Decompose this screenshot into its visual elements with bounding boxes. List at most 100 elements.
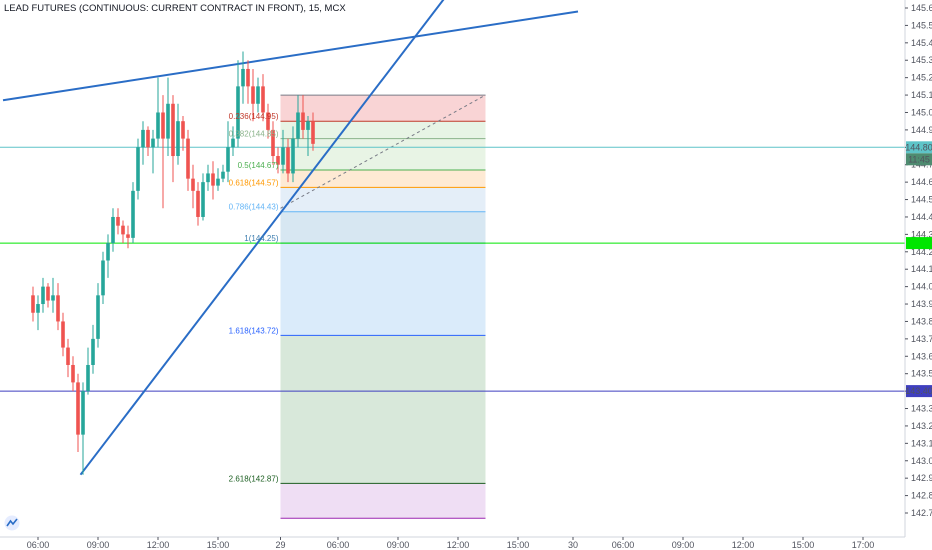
candle[interactable]: [101, 251, 105, 305]
candle[interactable]: [131, 182, 135, 244]
fib-zone-1: [280, 211, 486, 244]
candle[interactable]: [161, 95, 165, 209]
candle[interactable]: [181, 115, 185, 151]
candle[interactable]: [231, 126, 235, 157]
candle-body: [176, 121, 180, 157]
tradingview-logo-icon[interactable]: [4, 515, 20, 531]
candle-body: [181, 121, 185, 139]
candle[interactable]: [241, 51, 245, 104]
x-tick-label: 06:00: [612, 540, 635, 550]
candle-body: [106, 243, 110, 261]
fib-label-1.618: 1.618(143.72): [229, 326, 279, 335]
x-tick-label: 09:00: [387, 540, 410, 550]
candle[interactable]: [216, 168, 220, 191]
candle[interactable]: [291, 126, 295, 183]
candle[interactable]: [146, 126, 150, 157]
candle[interactable]: [271, 121, 275, 165]
price-axis-labels: 144.80 143.40 11:45: [905, 141, 932, 398]
candle[interactable]: [191, 164, 195, 209]
candle[interactable]: [286, 138, 290, 183]
candle[interactable]: [186, 129, 190, 191]
candle-body: [311, 121, 315, 144]
candle[interactable]: [246, 60, 250, 104]
candle[interactable]: [91, 324, 95, 374]
candle-body: [306, 121, 310, 130]
y-tick-label: 144.30: [911, 229, 932, 239]
candle-body: [171, 103, 175, 157]
chart-title: LEAD FUTURES (CONTINUOUS: CURRENT CONTRA…: [4, 3, 346, 14]
candle[interactable]: [276, 147, 280, 174]
candle[interactable]: [261, 74, 265, 122]
candle[interactable]: [176, 103, 180, 165]
fib-level-labels: 0.236(144.95) 0.382(144.85) 0.5(144.67) 0.6…: [229, 112, 279, 483]
y-tick-label: 145.60: [911, 3, 932, 13]
x-tick-label: 12:00: [147, 540, 170, 550]
candle[interactable]: [281, 129, 285, 174]
candle[interactable]: [126, 225, 130, 249]
candle[interactable]: [136, 138, 140, 200]
candle-body: [136, 147, 140, 191]
candle[interactable]: [106, 234, 110, 278]
candle[interactable]: [46, 283, 50, 308]
candle-body: [216, 178, 220, 186]
candle[interactable]: [296, 95, 300, 148]
candle-body: [271, 129, 275, 157]
candle[interactable]: [266, 103, 270, 139]
countdown-label: 11:45: [908, 154, 930, 164]
y-tick-label: 143.60: [911, 351, 932, 361]
candle[interactable]: [156, 77, 160, 148]
candle[interactable]: [151, 129, 155, 174]
candle[interactable]: [56, 283, 60, 331]
candle[interactable]: [301, 95, 305, 139]
fib-zone-0.236: [280, 95, 486, 122]
candle-body: [206, 173, 210, 183]
candle[interactable]: [81, 382, 85, 475]
candle[interactable]: [41, 277, 45, 313]
candle[interactable]: [171, 95, 175, 183]
candle-body: [101, 260, 105, 296]
candle[interactable]: [111, 208, 115, 252]
candle[interactable]: [251, 68, 255, 122]
trend-line-0[interactable]: [2, 10, 579, 102]
candle[interactable]: [206, 164, 210, 191]
candle-series: [31, 51, 315, 475]
candle[interactable]: [66, 338, 70, 378]
candle[interactable]: [311, 112, 315, 151]
y-tick-label: 143.50: [911, 369, 932, 379]
candle[interactable]: [76, 373, 80, 453]
candle[interactable]: [236, 60, 240, 148]
candle[interactable]: [221, 164, 225, 183]
fib-zone-0.786: [280, 187, 486, 212]
fib-zone-2.618: [280, 335, 486, 484]
candle-body: [276, 156, 280, 165]
fib-label-1: 1(144.25): [244, 234, 279, 243]
candle[interactable]: [51, 277, 55, 313]
candle-body: [281, 147, 285, 165]
candle-body: [116, 216, 120, 226]
candle[interactable]: [201, 173, 205, 221]
candle[interactable]: [86, 347, 90, 395]
candle[interactable]: [141, 121, 145, 165]
candle[interactable]: [211, 161, 215, 200]
candle[interactable]: [71, 356, 75, 392]
y-tick-label: 145.20: [911, 73, 932, 83]
candle[interactable]: [226, 121, 230, 183]
candle-body: [186, 138, 190, 179]
candle-body: [91, 338, 95, 365]
candle[interactable]: [196, 182, 200, 226]
candle[interactable]: [166, 77, 170, 157]
candle[interactable]: [36, 295, 40, 331]
fib-retracement-zones: [280, 94, 486, 519]
candle-body: [291, 138, 295, 174]
countdown-label-bg: [906, 153, 932, 166]
candle[interactable]: [256, 77, 260, 113]
candle[interactable]: [61, 312, 65, 357]
candle[interactable]: [116, 208, 120, 235]
candle[interactable]: [31, 286, 35, 322]
trend-line-1[interactable]: [79, 0, 454, 476]
candle[interactable]: [96, 283, 100, 348]
candle[interactable]: [306, 115, 310, 157]
candle[interactable]: [121, 220, 125, 244]
